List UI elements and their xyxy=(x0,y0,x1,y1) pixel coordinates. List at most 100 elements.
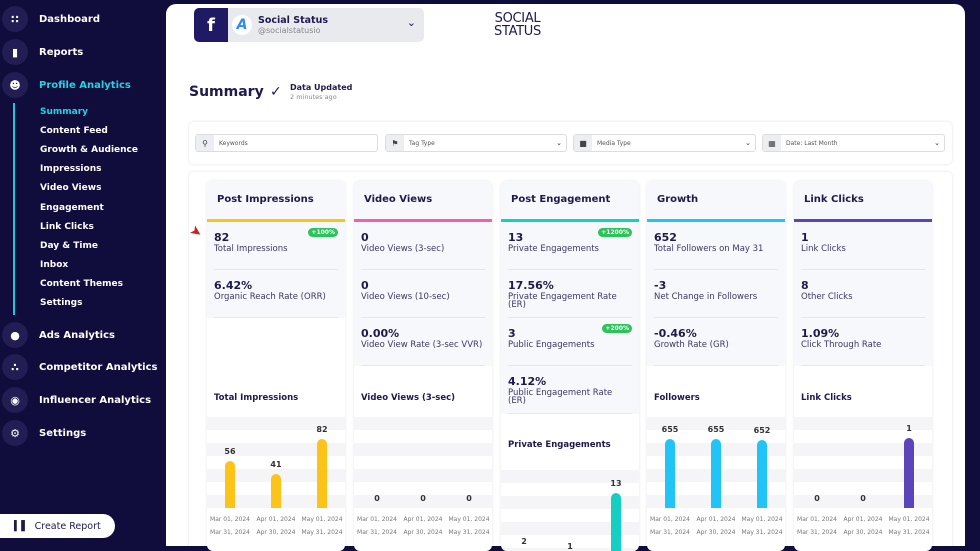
data-updated-time: 2 minutes ago xyxy=(290,93,337,101)
competitor-icon: ∴ xyxy=(2,354,28,380)
sidebar-item-label: Competitor Analytics xyxy=(39,362,157,373)
chevron-down-icon: ⌄ xyxy=(556,139,562,147)
sidebar-item-label: Profile Analytics xyxy=(39,80,131,91)
submenu-item[interactable]: Day & Time xyxy=(40,241,98,251)
date-select[interactable]: ▦Date: Last Month⌄ xyxy=(762,134,945,152)
bar-value-label: 1 xyxy=(555,542,585,551)
sidebar-item-label: Settings xyxy=(39,428,86,439)
keywords-input[interactable]: ⚲Keywords xyxy=(195,134,378,152)
search-icon: ⚲ xyxy=(196,135,214,151)
sidebar-item-reports[interactable]: ▮Reports xyxy=(0,39,83,65)
profile-icon: ☻ xyxy=(2,72,28,98)
submenu-item[interactable]: Content Feed xyxy=(40,126,108,136)
bar xyxy=(665,439,675,508)
create-report-button[interactable]: ▍▌ Create Report xyxy=(0,514,115,538)
checkmark-icon: ✓ xyxy=(270,84,282,100)
bar-value-label: 655 xyxy=(701,425,731,434)
avatar: A xyxy=(232,15,252,35)
submenu-item[interactable]: Content Themes xyxy=(40,279,123,289)
bar-value-label: 0 xyxy=(362,494,392,503)
page-title: Summary xyxy=(189,84,264,100)
gridline-band xyxy=(354,443,492,456)
facebook-icon: f xyxy=(194,8,228,42)
sidebar: ∷ Dashboard ▮Reports ☻ Profile Analytics ●Ads… xyxy=(0,0,165,546)
bar xyxy=(904,438,914,508)
data-updated-label: Data Updated xyxy=(290,83,352,92)
bar-value-label: 41 xyxy=(261,460,291,469)
bar xyxy=(757,440,767,508)
bar-chart: 2 1 13 xyxy=(501,181,639,551)
gridline-band xyxy=(354,417,492,430)
bar-value-label: 56 xyxy=(215,447,245,456)
sidebar-item-label: Dashboard xyxy=(39,14,100,25)
bar-value-label: 655 xyxy=(655,425,685,434)
dashboard-icon: ∷ xyxy=(2,6,28,32)
bar-value-label: 652 xyxy=(747,426,777,435)
create-report-label: Create Report xyxy=(35,521,101,532)
account-selector[interactable]: f A Social Status @socialstatusio ⌄ xyxy=(194,8,424,42)
chevron-down-icon[interactable]: ⌄ xyxy=(407,16,416,29)
bar-value-label: 2 xyxy=(509,537,539,546)
submenu-item[interactable]: Settings xyxy=(40,298,82,308)
sidebar-item-dashboard[interactable]: ∷ Dashboard xyxy=(0,6,100,32)
submenu-item[interactable]: Summary xyxy=(40,107,88,117)
sidebar-item-ads-analytics[interactable]: ●Ads Analytics xyxy=(0,322,115,348)
bar-value-label: 0 xyxy=(408,494,438,503)
submenu-item[interactable]: Engagement xyxy=(40,203,104,213)
submenu-item[interactable]: Impressions xyxy=(40,164,101,174)
submenu-item[interactable]: Video Views xyxy=(40,183,101,193)
tag-icon: ⚑ xyxy=(386,135,404,151)
bar-chart-icon: ▍▌ xyxy=(14,521,29,532)
bar xyxy=(611,493,621,551)
tag-type-select[interactable]: ⚑Tag Type⌄ xyxy=(385,134,567,152)
media-type-select[interactable]: ■Media Type⌄ xyxy=(573,134,756,152)
bar xyxy=(271,474,281,508)
sidebar-item-influencer-analytics[interactable]: ◉Influencer Analytics xyxy=(0,387,151,413)
sidebar-item-label: Ads Analytics xyxy=(39,330,115,341)
sidebar-item-settings[interactable]: ⚙Settings xyxy=(0,420,86,446)
bar-value-label: 1 xyxy=(894,424,924,433)
submenu-item[interactable]: Growth & Audience xyxy=(40,145,138,155)
chevron-down-icon: ⌄ xyxy=(934,139,940,147)
bar xyxy=(711,439,721,508)
account-name: Social Status xyxy=(258,15,328,26)
gridline-band xyxy=(354,469,492,482)
sidebar-item-competitor-analytics[interactable]: ∴ Competitor Analytics xyxy=(0,354,157,380)
calendar-icon: ▦ xyxy=(763,135,781,151)
bar-value-label: 0 xyxy=(848,494,878,503)
submenu-item[interactable]: Inbox xyxy=(40,260,68,270)
video-icon: ■ xyxy=(574,135,592,151)
bar xyxy=(317,439,327,508)
submenu-indicator xyxy=(13,103,15,315)
sidebar-item-profile-analytics[interactable]: ☻ Profile Analytics xyxy=(0,72,131,98)
account-handle: @socialstatusio xyxy=(258,26,328,35)
chevron-down-icon: ⌄ xyxy=(745,139,751,147)
right-edge xyxy=(965,0,980,546)
bar xyxy=(225,461,235,508)
submenu-item[interactable]: Link Clicks xyxy=(40,222,94,232)
bar-value-label: 82 xyxy=(307,425,337,434)
bar-value-label: 13 xyxy=(601,479,631,488)
